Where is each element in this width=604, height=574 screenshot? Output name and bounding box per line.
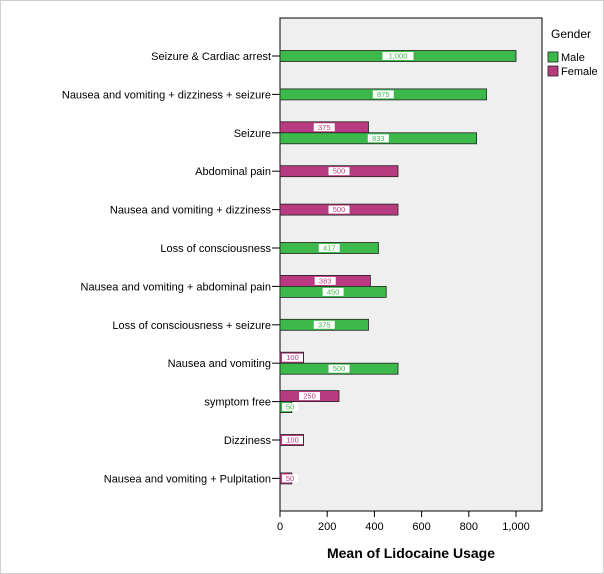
category-label: symptom free — [204, 397, 271, 409]
data-label-box — [328, 167, 350, 176]
category-label: Seizure & Cardiac arrest — [151, 51, 271, 63]
data-label: 375 — [318, 123, 331, 132]
data-label-box — [314, 276, 336, 285]
data-label: 500 — [333, 205, 346, 214]
category-label: Loss of consciousness + seizure — [112, 320, 271, 332]
data-label-box — [328, 205, 350, 214]
data-label: 100 — [286, 353, 299, 362]
category-label: Dizziness — [224, 435, 272, 447]
data-label: 500 — [333, 167, 346, 176]
data-label-box — [367, 134, 389, 143]
data-labels: 1,000 875 375 833 500 500 417 383 450 375 100 500 25… — [282, 52, 414, 483]
category-label: Nausea and vomiting + Pulpitation — [104, 473, 271, 485]
legend-swatch-male — [547, 51, 559, 63]
data-label: 500 — [333, 364, 346, 373]
legend-label-male: Male — [561, 52, 585, 64]
data-label-box — [313, 123, 335, 132]
data-label: 375 — [318, 320, 331, 329]
data-label: 50 — [286, 474, 294, 483]
x-axis: 0 200 400 600 800 1,000 — [277, 511, 530, 533]
data-label: 833 — [372, 134, 385, 143]
x-axis-title: Mean of Lidocaine Usage — [327, 545, 495, 561]
legend: Gender Male Female — [547, 27, 598, 78]
x-tick-label: 0 — [277, 521, 283, 533]
data-label-box — [282, 474, 298, 483]
data-label: 1,000 — [389, 52, 408, 61]
y-axis: Seizure & Cardiac arrest Nausea and vomit… — [62, 51, 280, 485]
data-label-box — [282, 436, 303, 444]
x-tick-label: 400 — [365, 521, 383, 533]
legend-title: Gender — [551, 27, 591, 41]
data-label: 250 — [303, 392, 316, 401]
legend-swatch-female — [547, 65, 559, 77]
data-label-box — [282, 353, 303, 362]
data-label-box — [322, 287, 344, 296]
data-label-box — [382, 52, 414, 60]
category-label: Nausea and vomiting + abdominal pain — [81, 281, 272, 293]
legend-label-female: Female — [561, 66, 598, 78]
x-tick-label: 200 — [318, 521, 336, 533]
data-label: 875 — [377, 90, 390, 99]
data-label: 100 — [286, 436, 299, 445]
data-label: 50 — [286, 403, 294, 412]
data-label-box — [328, 364, 350, 373]
data-label: 417 — [323, 244, 336, 253]
category-label: Nausea and vomiting — [168, 358, 271, 370]
category-label: Loss of consciousness — [160, 243, 271, 255]
data-label: 450 — [327, 287, 340, 296]
data-label-box — [299, 392, 320, 401]
category-label: Abdominal pain — [195, 166, 271, 178]
data-label-box — [282, 403, 298, 412]
x-tick-label: 600 — [412, 521, 430, 533]
data-label-box — [313, 320, 335, 329]
category-label: Nausea and vomiting + dizziness + seizur… — [62, 89, 271, 101]
x-tick-label: 1,000 — [502, 521, 530, 533]
category-label: Nausea and vomiting + dizziness — [110, 205, 272, 217]
data-label-box — [372, 90, 394, 99]
category-label: Seizure — [234, 128, 271, 140]
data-label: 383 — [319, 276, 332, 285]
data-label-box — [318, 244, 340, 252]
x-tick-label: 800 — [460, 521, 478, 533]
